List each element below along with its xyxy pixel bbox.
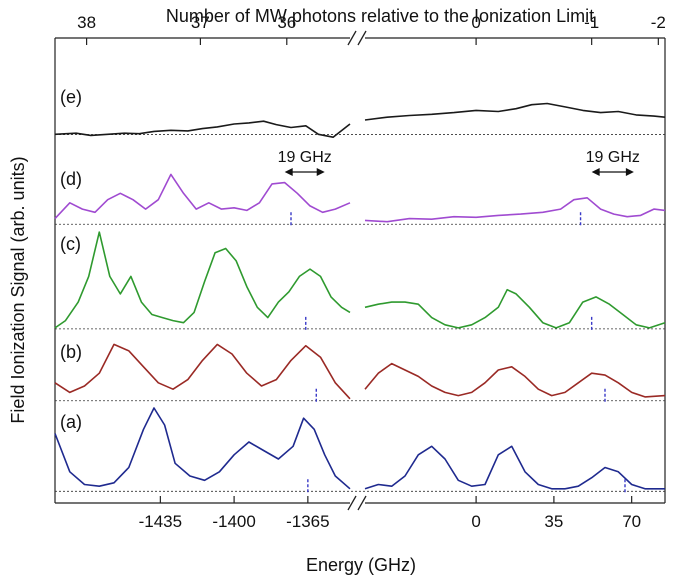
panel-label: (c) [60,234,81,254]
panel-label: (e) [60,87,82,107]
series-trace [54,407,351,490]
series-trace [364,288,666,329]
top-axis-title: Number of MW photons relative to the Ion… [166,6,594,26]
x-tick-label: -1435 [139,512,182,531]
annotation-label: 19 GHz [586,149,640,166]
panel-label: (b) [60,342,82,362]
top-tick-label: 36 [277,13,296,32]
series-trace [54,231,351,329]
x-tick-label: 35 [544,512,563,531]
series-trace [364,197,666,223]
series-trace [364,445,665,490]
axis-break-mark [347,30,357,46]
top-tick-label: -2 [651,13,666,32]
plot-frame [54,30,666,511]
panel-label: (d) [60,169,82,189]
y-axis-title: Field Ionization Signal (arb. units) [8,156,28,423]
annotations: 19 GHz 19 GHz [278,149,640,176]
annotation-arrowhead [625,168,634,176]
series-trace [364,102,666,121]
baselines [55,134,665,492]
top-tick-label: 38 [77,13,96,32]
panel-label: (a) [60,412,82,432]
traces [54,102,666,490]
x-axis-title: Energy (GHz) [306,555,416,575]
top-tick-label: 37 [191,13,210,32]
x-tick-label: -1365 [286,512,329,531]
axis-break-mark [357,495,367,511]
annotation-label: 19 GHz [278,149,332,166]
markers [290,212,626,494]
annotation-arrowhead [316,168,325,176]
series-trace [54,120,351,138]
series-trace [364,362,666,398]
axis-break-mark [357,30,367,46]
ticks: -1435 -1400 -1365 0 35 70 38 37 36 0 -1 -2 [77,13,666,531]
top-tick-label: -1 [584,13,599,32]
axis-break-mark [347,495,357,511]
panel-labels: (e) (d) (c) (b) (a) [60,87,82,432]
x-tick-label: 0 [471,512,480,531]
series-trace [54,343,351,400]
x-tick-label: -1400 [212,512,255,531]
series-trace [54,173,351,220]
annotation-arrowhead [591,168,600,176]
top-tick-label: 0 [471,13,480,32]
annotation-arrowhead [284,168,293,176]
x-tick-label: 70 [622,512,641,531]
